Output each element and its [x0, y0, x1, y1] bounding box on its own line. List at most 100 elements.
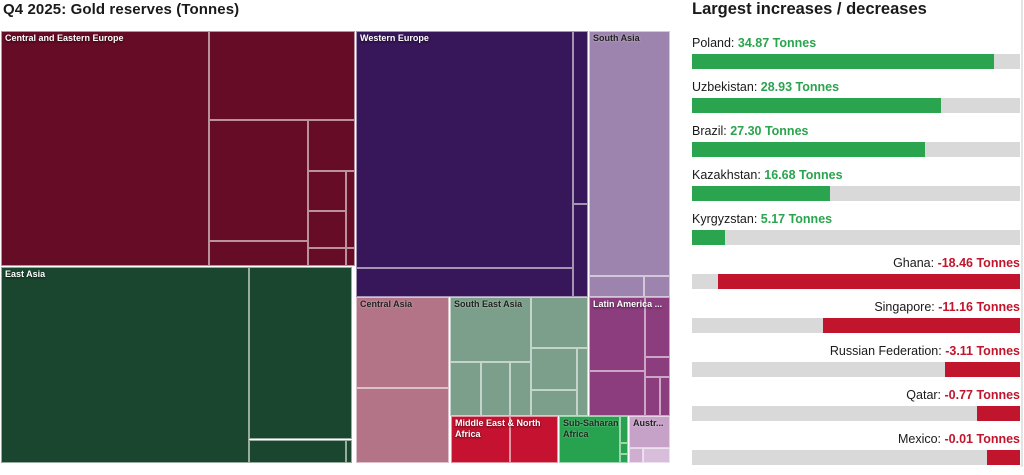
treemap-cell-central-and-eastern-europe-1[interactable]: [209, 31, 355, 120]
treemap: Central and Eastern Europe Western Europe…: [0, 31, 672, 463]
bar-label-qatar: Qatar: -0.77 Tonnes: [906, 388, 1020, 402]
bar-track-ghana: [692, 274, 1020, 289]
bar-row-mexico: Mexico: -0.01 Tonnes: [692, 431, 1020, 465]
bar-row-uzbekistan: Uzbekistan: 28.93 Tonnes: [692, 79, 1020, 113]
bar-label-brazil: Brazil: 27.30 Tonnes: [692, 124, 809, 138]
scrollbar-track[interactable]: [1021, 0, 1023, 467]
treemap-cell-western-europe[interactable]: Western Europe: [356, 31, 573, 268]
treemap-cell-central-and-eastern-europe-6[interactable]: [308, 211, 346, 248]
treemap-cell-sub-saharan-africa-2[interactable]: [620, 443, 628, 454]
bar-track-kazakhstan: [692, 186, 1020, 201]
bar-value-mexico: -0.01 Tonnes: [944, 432, 1020, 446]
treemap-cell-east-asia[interactable]: East Asia: [1, 267, 249, 463]
treemap-cell-central-asia-1[interactable]: [356, 388, 449, 463]
bar-label-singapore: Singapore: -11.16 Tonnes: [874, 300, 1020, 314]
bar-fill-singapore: [823, 318, 1020, 333]
treemap-region-label-sub-saharan-africa: Sub-Saharan Africa: [563, 418, 619, 439]
treemap-cell-austr[interactable]: Austr...: [629, 416, 670, 448]
treemap-cell-central-and-eastern-europe-4[interactable]: [308, 120, 355, 171]
treemap-cell-western-europe-3[interactable]: [573, 204, 588, 297]
bar-value-uzbekistan: 28.93 Tonnes: [760, 80, 840, 94]
bar-row-russian-federation: Russian Federation: -3.11 Tonnes: [692, 343, 1020, 377]
bar-fill-ghana: [718, 274, 1020, 289]
bar-fill-poland: [692, 54, 994, 69]
treemap-cell-south-east-asia-2[interactable]: [481, 362, 510, 416]
bar-label-uzbekistan: Uzbekistan: 28.93 Tonnes: [692, 80, 840, 94]
treemap-cell-latin-america-3[interactable]: [645, 357, 670, 377]
bar-track-poland: [692, 54, 1020, 69]
bar-track-brazil: [692, 142, 1020, 157]
treemap-cell-central-and-eastern-europe-5[interactable]: [308, 171, 346, 211]
treemap-cell-middle-east-north-africa-1[interactable]: [510, 416, 558, 463]
bar-fill-mexico: [987, 450, 1020, 465]
treemap-cell-south-east-asia[interactable]: South East Asia: [450, 297, 531, 362]
bar-row-kyrgyzstan: Kyrgyzstan: 5.17 Tonnes: [692, 211, 1020, 245]
treemap-cell-south-east-asia-6[interactable]: [531, 390, 577, 416]
bar-row-ghana: Ghana: -18.46 Tonnes: [692, 255, 1020, 289]
treemap-cell-south-asia[interactable]: South Asia: [589, 31, 670, 276]
bar-track-uzbekistan: [692, 98, 1020, 113]
changes-panel: Largest increases / decreases Poland: 34…: [692, 0, 1020, 475]
bar-row-singapore: Singapore: -11.16 Tonnes: [692, 299, 1020, 333]
treemap-cell-sub-saharan-africa-3[interactable]: [620, 454, 628, 463]
bar-label-poland: Poland: 34.87 Tonnes: [692, 36, 817, 50]
treemap-cell-western-europe-2[interactable]: [573, 31, 588, 204]
bar-label-ghana: Ghana: -18.46 Tonnes: [893, 256, 1020, 270]
bar-value-ghana: -18.46 Tonnes: [937, 256, 1020, 270]
treemap-region-label-east-asia: East Asia: [5, 269, 46, 279]
treemap-cell-austr-2[interactable]: [643, 448, 670, 463]
bar-label-mexico: Mexico: -0.01 Tonnes: [897, 432, 1020, 446]
bar-fill-russian-federation: [944, 362, 1020, 377]
treemap-cell-south-east-asia-5[interactable]: [531, 348, 577, 390]
bar-fill-kyrgyzstan: [692, 230, 725, 245]
treemap-region-label-austr: Austr...: [633, 418, 664, 428]
bar-value-qatar: -0.77 Tonnes: [944, 388, 1020, 402]
bar-track-mexico: [692, 450, 1020, 465]
bar-label-russian-federation: Russian Federation: -3.11 Tonnes: [829, 344, 1020, 358]
treemap-cell-sub-saharan-africa-1[interactable]: [620, 416, 628, 443]
bar-label-kyrgyzstan: Kyrgyzstan: 5.17 Tonnes: [692, 212, 833, 226]
treemap-cell-latin-america-2[interactable]: [645, 297, 670, 357]
treemap-region-label-central-asia: Central Asia: [360, 299, 413, 309]
treemap-cell-south-asia-1[interactable]: [589, 276, 644, 297]
treemap-cell-east-asia-1[interactable]: [249, 267, 352, 439]
treemap-cell-austr-1[interactable]: [629, 448, 643, 463]
treemap-cell-sub-saharan-africa[interactable]: Sub-Saharan Africa: [559, 416, 620, 463]
bar-row-kazakhstan: Kazakhstan: 16.68 Tonnes: [692, 167, 1020, 201]
treemap-cell-central-and-eastern-europe-3[interactable]: [209, 241, 308, 266]
panel-title: Largest increases / decreases: [692, 0, 927, 18]
treemap-cell-latin-america[interactable]: Latin America ...: [589, 297, 662, 371]
bar-value-poland: 34.87 Tonnes: [737, 36, 817, 50]
bar-value-singapore: -11.16 Tonnes: [938, 300, 1020, 314]
bar-row-poland: Poland: 34.87 Tonnes: [692, 35, 1020, 69]
treemap-region-label-south-east-asia: South East Asia: [454, 299, 523, 309]
bar-fill-qatar: [977, 406, 1020, 421]
treemap-cell-south-east-asia-4[interactable]: [531, 297, 588, 348]
treemap-cell-central-and-eastern-europe[interactable]: Central and Eastern Europe: [1, 31, 209, 266]
treemap-cell-south-east-asia-7[interactable]: [577, 348, 588, 416]
treemap-cell-latin-america-1[interactable]: [589, 371, 645, 416]
bar-track-russian-federation: [692, 362, 1020, 377]
treemap-cell-central-and-eastern-europe-8[interactable]: [308, 248, 346, 266]
bar-track-qatar: [692, 406, 1020, 421]
treemap-cell-latin-america-4[interactable]: [645, 377, 660, 416]
bar-fill-brazil: [692, 142, 925, 157]
treemap-cell-central-and-eastern-europe-7[interactable]: [346, 171, 355, 248]
bar-list: Poland: 34.87 Tonnes Uzbekistan: 28.93 To…: [692, 35, 1020, 465]
treemap-cell-south-east-asia-3[interactable]: [510, 362, 531, 416]
bar-value-kyrgyzstan: 5.17 Tonnes: [760, 212, 833, 226]
treemap-cell-latin-america-5[interactable]: [660, 377, 670, 416]
treemap-cell-central-and-eastern-europe-9[interactable]: [346, 248, 355, 266]
treemap-cell-east-asia-2[interactable]: [249, 440, 346, 463]
treemap-cell-east-asia-3[interactable]: [346, 440, 352, 463]
bar-fill-uzbekistan: [692, 98, 942, 113]
treemap-cell-south-asia-2[interactable]: [644, 276, 670, 297]
treemap-cell-middle-east-north-africa[interactable]: Middle East & North Africa: [451, 416, 541, 463]
bar-value-kazakhstan: 16.68 Tonnes: [764, 168, 843, 182]
bar-fill-kazakhstan: [692, 186, 830, 201]
treemap-cell-central-and-eastern-europe-2[interactable]: [209, 120, 308, 241]
treemap-cell-central-asia[interactable]: Central Asia: [356, 297, 449, 388]
treemap-cell-western-europe-1[interactable]: [356, 268, 573, 297]
treemap-region-label-central-and-eastern-europe: Central and Eastern Europe: [5, 33, 124, 43]
treemap-cell-south-east-asia-1[interactable]: [450, 362, 481, 416]
